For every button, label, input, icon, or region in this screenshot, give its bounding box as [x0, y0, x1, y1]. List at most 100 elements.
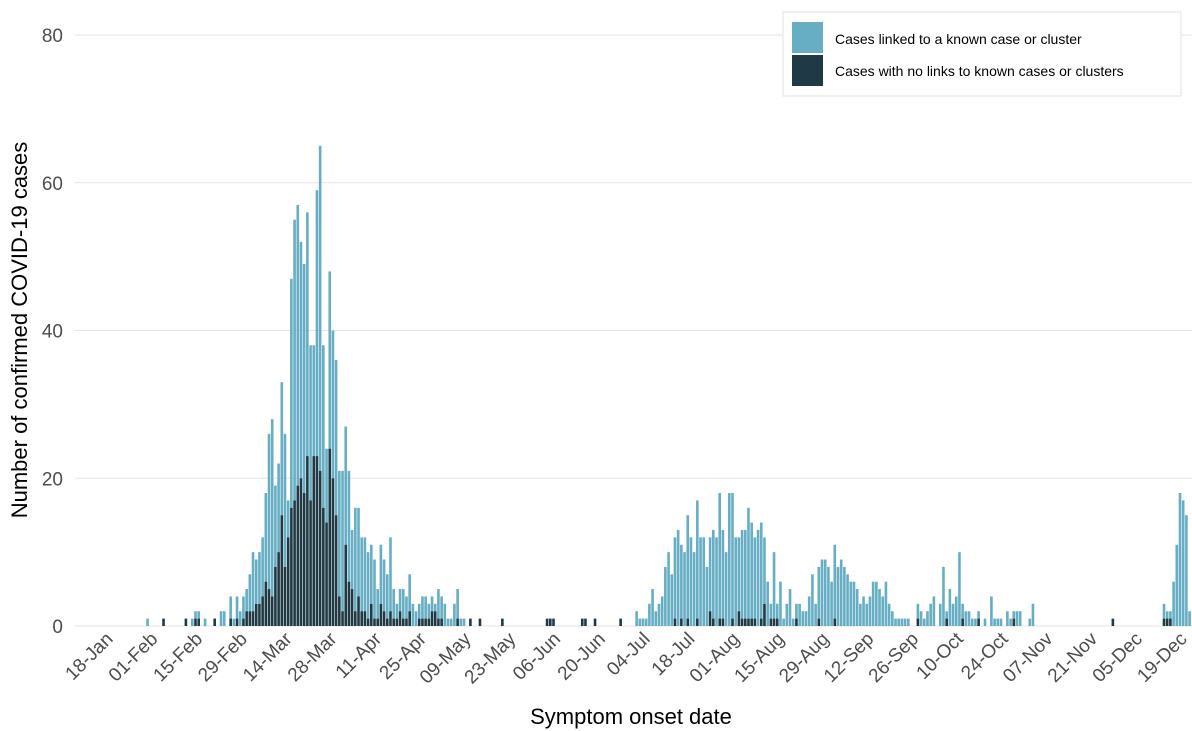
bar-unlinked	[270, 596, 274, 626]
y-tick-label: 0	[52, 617, 63, 638]
bar-unlinked	[366, 618, 370, 626]
bar-linked	[999, 618, 1003, 626]
bar-unlinked	[696, 618, 699, 626]
bar-linked	[433, 603, 437, 612]
bar-linked	[238, 611, 242, 626]
legend: Cases linked to a known case or cluster …	[782, 11, 1182, 97]
bar-linked	[990, 596, 993, 626]
x-tick-label: 12-Sep	[820, 629, 878, 687]
bar-linked	[846, 574, 849, 626]
bar-unlinked	[325, 522, 328, 626]
bar-unlinked	[421, 618, 424, 626]
bar-linked	[641, 618, 645, 626]
bar-unlinked	[398, 611, 402, 626]
x-tick-label: 19-Dec	[1133, 629, 1191, 687]
bar-unlinked	[194, 618, 197, 626]
legend-label-unlinked: Cases with no links to known cases or cl…	[835, 63, 1124, 79]
bar-linked	[414, 611, 418, 626]
bar-linked	[293, 219, 296, 501]
bar-linked	[875, 581, 878, 626]
bar-linked	[1165, 611, 1169, 619]
bar-unlinked	[427, 618, 431, 626]
bar-unlinked	[354, 611, 357, 626]
bar-linked	[635, 611, 638, 626]
bar-unlinked	[264, 581, 268, 626]
bar-linked	[1028, 618, 1032, 626]
bar-linked	[242, 596, 245, 619]
bar-unlinked	[334, 515, 338, 626]
bar-unlinked	[258, 603, 261, 626]
bar-linked	[248, 574, 252, 612]
bar-unlinked	[977, 618, 980, 626]
bar-linked	[843, 566, 846, 626]
bar-linked	[392, 589, 395, 619]
bar-linked	[459, 618, 463, 626]
bar-linked	[839, 559, 843, 626]
bar-unlinked	[376, 618, 380, 626]
bar-unlinked	[440, 618, 443, 626]
bar-linked	[264, 493, 268, 582]
bar-linked	[1015, 611, 1019, 626]
bar-linked	[408, 574, 411, 612]
bar-unlinked	[360, 611, 364, 626]
bar-linked	[862, 596, 865, 626]
bar-unlinked	[833, 618, 837, 626]
bar-unlinked	[331, 478, 335, 626]
bar-unlinked	[721, 618, 725, 626]
bar-unlinked	[357, 596, 360, 626]
bar-linked	[775, 603, 779, 619]
y-tick-label: 20	[42, 469, 63, 490]
bar-linked	[385, 574, 389, 619]
bar-linked	[267, 433, 271, 590]
bar-linked	[798, 603, 801, 626]
bar-linked	[894, 618, 897, 626]
bar-unlinked	[737, 611, 741, 626]
bar-linked	[373, 559, 376, 619]
bar-linked	[453, 603, 456, 626]
bar-unlinked	[747, 618, 750, 626]
bar-unlinked	[347, 581, 351, 626]
bar-unlinked	[322, 507, 325, 626]
bar-unlinked	[945, 618, 948, 626]
bar-linked	[993, 618, 996, 626]
bar-linked	[871, 581, 875, 626]
bar-linked	[932, 596, 936, 626]
bar-linked	[724, 552, 728, 627]
bar-unlinked	[245, 611, 248, 626]
bar-linked	[366, 552, 370, 619]
bar-linked	[859, 603, 862, 626]
bar-unlinked	[731, 618, 734, 626]
bar-linked	[702, 537, 706, 626]
bar-linked	[328, 271, 332, 449]
bar-linked	[331, 330, 335, 479]
bar-linked	[715, 537, 718, 626]
bar-unlinked	[401, 618, 405, 626]
bar-linked	[779, 581, 782, 626]
bar-linked	[791, 618, 795, 626]
bar-unlinked	[242, 618, 245, 626]
bar-linked	[964, 611, 968, 626]
legend-box	[782, 11, 1182, 97]
bar-linked	[369, 544, 373, 604]
bar-linked	[906, 618, 910, 626]
bar-unlinked	[1169, 618, 1172, 626]
bar-linked	[315, 190, 319, 457]
bar-unlinked	[795, 618, 798, 626]
bar-linked	[731, 493, 734, 619]
bar-linked	[376, 589, 380, 619]
bar-linked	[727, 493, 731, 626]
bar-unlinked	[408, 611, 411, 626]
bar-linked	[306, 212, 309, 457]
bar-linked	[734, 537, 738, 626]
bar-unlinked	[916, 618, 920, 626]
bar-linked	[219, 611, 223, 626]
y-tick-labels: 0 20 40 60 80	[42, 26, 63, 638]
bar-linked	[360, 537, 364, 612]
bar-linked	[961, 603, 964, 619]
bar-linked	[443, 603, 447, 626]
bar-unlinked	[680, 618, 683, 626]
bar-linked	[891, 611, 894, 626]
bar-linked	[708, 537, 712, 612]
bar-linked	[440, 596, 443, 619]
